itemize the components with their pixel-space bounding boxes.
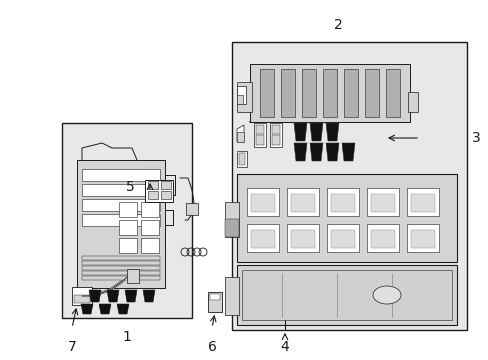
Bar [410,194,434,212]
Polygon shape [293,123,306,141]
Bar [231,42,466,330]
Polygon shape [125,290,137,302]
Polygon shape [309,123,323,141]
Bar [330,230,354,248]
Bar [290,230,314,248]
Bar [237,86,245,104]
Polygon shape [309,143,323,161]
Bar [82,199,160,211]
Bar [406,188,438,216]
Bar [260,69,273,117]
Bar [246,224,279,252]
Bar [237,132,244,142]
Polygon shape [237,125,244,142]
Bar [148,181,158,189]
Bar [256,135,264,145]
Bar [141,202,159,217]
Polygon shape [117,304,129,314]
Bar [82,261,160,265]
Ellipse shape [372,286,400,304]
Bar [74,295,90,303]
Polygon shape [107,290,119,302]
Bar [82,214,160,226]
Bar [330,194,354,212]
Polygon shape [325,123,338,141]
Bar [406,224,438,252]
Bar [385,69,399,117]
Bar [145,180,173,202]
Bar [239,153,244,165]
Bar [224,202,239,237]
Bar [343,69,357,117]
Bar [119,202,137,217]
Bar [119,238,137,253]
Polygon shape [293,143,306,161]
Bar [161,191,171,199]
Bar [82,169,160,181]
Text: 4: 4 [280,340,289,354]
Bar [62,123,192,318]
Text: 6: 6 [207,340,216,354]
Bar [242,270,451,320]
Bar [72,287,92,305]
Bar [286,188,318,216]
Bar [224,277,239,315]
Text: 1: 1 [122,330,131,344]
Bar [269,123,282,147]
Bar [161,181,171,189]
Bar [127,269,139,283]
Bar [271,125,280,134]
Bar [237,174,456,262]
Polygon shape [142,290,155,302]
Bar [207,292,222,312]
Bar [302,69,315,117]
Bar [326,224,358,252]
Bar [82,276,160,280]
Text: 5: 5 [126,180,135,194]
Bar [209,294,220,300]
Bar [141,220,159,235]
Bar [250,230,274,248]
Bar [250,194,274,212]
Bar [77,160,164,288]
Polygon shape [341,143,354,161]
Bar [237,82,251,112]
Bar [253,123,265,147]
Bar [224,219,239,237]
Text: 3: 3 [471,131,480,145]
Bar [271,135,280,145]
Polygon shape [81,304,93,314]
Bar [290,194,314,212]
Bar [82,256,160,260]
Bar [370,230,394,248]
Bar [370,194,394,212]
Bar [119,220,137,235]
Bar [237,151,246,167]
Bar [185,203,198,215]
Bar [323,69,336,117]
Bar [246,188,279,216]
Polygon shape [325,143,338,161]
Bar [82,266,160,270]
Bar [326,188,358,216]
Text: 2: 2 [333,18,342,32]
Bar [366,188,398,216]
Bar [364,69,378,117]
Bar [249,64,409,122]
Bar [148,191,158,199]
Bar [237,95,243,104]
Bar [256,125,264,134]
Bar [407,92,417,112]
Polygon shape [99,304,111,314]
Bar [410,230,434,248]
Bar [366,224,398,252]
Bar [141,238,159,253]
Bar [286,224,318,252]
Bar [281,69,294,117]
Bar [237,265,456,325]
Bar [82,184,160,196]
Bar [82,271,160,275]
Text: 7: 7 [67,340,76,354]
Polygon shape [89,290,101,302]
